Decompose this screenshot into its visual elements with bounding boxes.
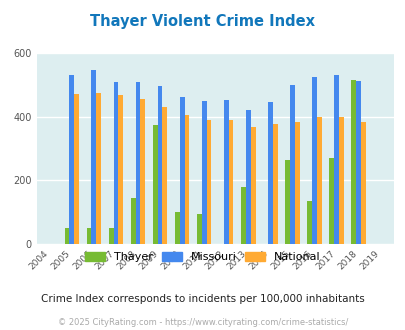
Bar <box>267 102 272 244</box>
Bar <box>109 228 113 244</box>
Bar <box>201 101 206 244</box>
Bar <box>64 228 69 244</box>
Bar <box>152 124 157 244</box>
Bar <box>184 115 189 244</box>
Bar <box>350 80 355 244</box>
Bar <box>118 95 123 244</box>
Bar <box>96 93 101 244</box>
Bar <box>69 75 74 244</box>
Bar <box>294 122 299 244</box>
Bar <box>140 99 145 244</box>
Bar <box>241 187 245 244</box>
Bar <box>307 201 311 244</box>
Bar <box>135 82 140 244</box>
Bar <box>162 107 167 244</box>
Bar <box>157 86 162 244</box>
Bar <box>228 120 233 244</box>
Bar <box>91 70 96 244</box>
Bar <box>245 110 250 244</box>
Bar <box>86 228 91 244</box>
Text: Thayer Violent Crime Index: Thayer Violent Crime Index <box>90 14 315 29</box>
Text: © 2025 CityRating.com - https://www.cityrating.com/crime-statistics/: © 2025 CityRating.com - https://www.city… <box>58 318 347 327</box>
Bar <box>113 82 118 244</box>
Bar <box>196 214 201 244</box>
Bar <box>316 116 321 244</box>
Bar <box>284 160 289 244</box>
Bar <box>333 75 338 244</box>
Bar <box>338 117 343 244</box>
Bar <box>328 158 333 244</box>
Bar <box>223 100 228 244</box>
Bar <box>74 94 79 244</box>
Bar <box>289 85 294 244</box>
Legend: Thayer, Missouri, National: Thayer, Missouri, National <box>81 248 324 267</box>
Bar <box>179 97 184 244</box>
Bar <box>272 124 277 244</box>
Bar <box>355 81 360 244</box>
Bar <box>130 198 135 244</box>
Text: Crime Index corresponds to incidents per 100,000 inhabitants: Crime Index corresponds to incidents per… <box>41 294 364 304</box>
Bar <box>206 120 211 244</box>
Bar <box>360 122 365 244</box>
Bar <box>311 77 316 244</box>
Bar <box>175 212 179 244</box>
Bar <box>250 127 255 244</box>
